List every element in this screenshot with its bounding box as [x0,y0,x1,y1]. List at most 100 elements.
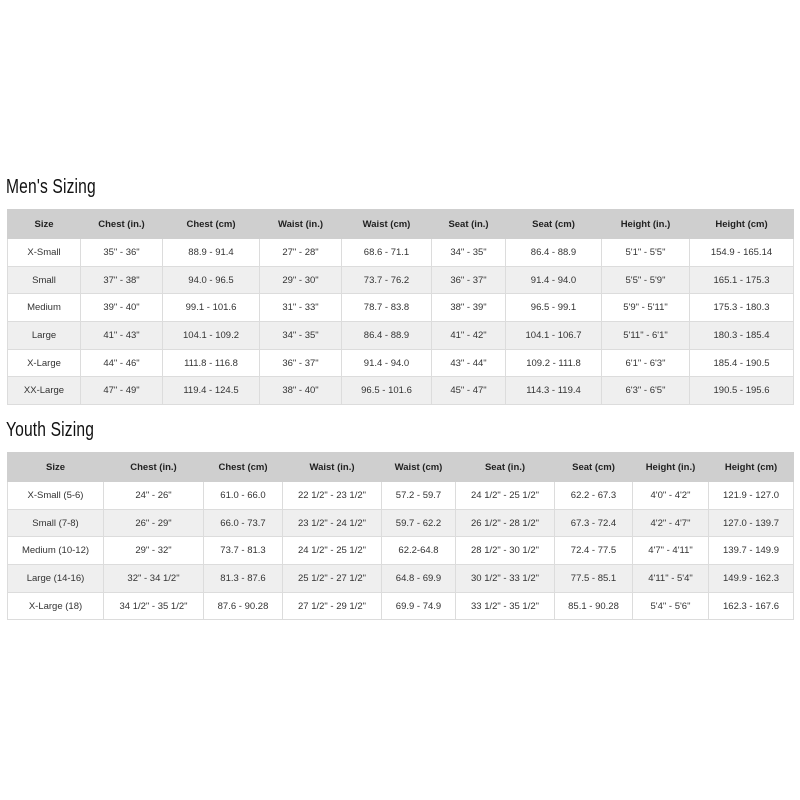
measurement-cell: 35" - 36" [80,238,163,267]
size-cell: Medium [7,293,81,323]
column-header: Size [7,452,104,482]
column-header: Waist (cm) [381,452,456,482]
table-row: Large (14-16) 32" - 34 1/2" 81.3 - 87.6 25 … [7,564,794,593]
column-header: Seat (cm) [554,452,633,482]
measurement-cell: 38" - 39" [431,293,506,323]
measurement-cell: 33 1/2" - 35 1/2" [455,591,555,621]
column-header: Chest (in.) [80,209,163,239]
column-header: Waist (in.) [259,209,342,239]
measurement-cell: 45" - 47" [431,376,506,406]
measurement-cell: 57.2 - 59.7 [381,481,456,510]
measurement-cell: 111.8 - 116.8 [162,348,260,378]
column-header: Seat (cm) [505,209,602,239]
measurement-cell: 32" - 34 1/2" [103,564,204,593]
measurement-cell: 149.9 - 162.3 [708,564,794,593]
measurement-cell: 119.4 - 124.5 [162,376,260,406]
measurement-cell: 66.0 - 73.7 [203,508,283,538]
measurement-cell: 154.9 - 165.14 [689,238,794,267]
table-row: Medium 39" - 40" 99.1 - 101.6 31" - 33" 78.7… [7,293,794,323]
measurement-cell: 180.3 - 185.4 [689,321,794,350]
measurement-cell: 91.4 - 94.0 [505,265,602,295]
column-header: Seat (in.) [431,209,506,239]
measurement-cell: 165.1 - 175.3 [689,265,794,295]
measurement-cell: 109.2 - 111.8 [505,348,602,378]
measurement-cell: 114.3 - 119.4 [505,376,602,406]
measurement-cell: 61.0 - 66.0 [203,481,283,510]
table-row: X-Small 35" - 36" 88.9 - 91.4 27" - 28" 68.6… [7,238,794,267]
measurement-cell: 62.2 - 67.3 [554,481,633,510]
size-cell: Large [7,321,81,350]
table-row: Small (7-8) 26" - 29" 66.0 - 73.7 23 1/2" -… [7,508,794,538]
measurement-cell: 36" - 37" [431,265,506,295]
column-header: Height (in.) [632,452,709,482]
measurement-cell: 94.0 - 96.5 [162,265,260,295]
measurement-cell: 185.4 - 190.5 [689,348,794,378]
measurement-cell: 62.2-64.8 [381,536,456,566]
column-header: Chest (in.) [103,452,204,482]
measurement-cell: 96.5 - 99.1 [505,293,602,323]
size-cell: Medium (10-12) [7,536,104,566]
measurement-cell: 127.0 - 139.7 [708,508,794,538]
size-cell: Small (7-8) [7,508,104,538]
measurement-cell: 26 1/2" - 28 1/2" [455,508,555,538]
measurement-cell: 78.7 - 83.8 [341,293,432,323]
measurement-cell: 43" - 44" [431,348,506,378]
column-header: Chest (cm) [162,209,260,239]
measurement-cell: 6'1" - 6'3" [601,348,690,378]
measurement-cell: 27 1/2" - 29 1/2" [282,591,382,621]
measurement-cell: 30 1/2" - 33 1/2" [455,564,555,593]
measurement-cell: 37" - 38" [80,265,163,295]
measurement-cell: 162.3 - 167.6 [708,591,794,621]
measurement-cell: 39" - 40" [80,293,163,323]
table-row: Small 37" - 38" 94.0 - 96.5 29" - 30" 73.7 -… [7,265,794,295]
measurement-cell: 139.7 - 149.9 [708,536,794,566]
column-header: Seat (in.) [455,452,555,482]
measurement-cell: 24" - 26" [103,481,204,510]
size-cell: Small [7,265,81,295]
size-cell: X-Small [7,238,81,267]
measurement-cell: 24 1/2" - 25 1/2" [455,481,555,510]
measurement-cell: 86.4 - 88.9 [505,238,602,267]
measurement-cell: 23 1/2" - 24 1/2" [282,508,382,538]
mens-sizing-title: Men's Sizing [6,176,96,198]
measurement-cell: 4'7" - 4'11" [632,536,709,566]
measurement-cell: 4'0" - 4'2" [632,481,709,510]
measurement-cell: 29" - 32" [103,536,204,566]
measurement-cell: 28 1/2" - 30 1/2" [455,536,555,566]
measurement-cell: 24 1/2" - 25 1/2" [282,536,382,566]
size-cell: X-Small (5-6) [7,481,104,510]
measurement-cell: 36" - 37" [259,348,342,378]
column-header: Waist (in.) [282,452,382,482]
measurement-cell: 25 1/2" - 27 1/2" [282,564,382,593]
measurement-cell: 104.1 - 106.7 [505,321,602,350]
measurement-cell: 5'5" - 5'9" [601,265,690,295]
column-header: Height (in.) [601,209,690,239]
measurement-cell: 85.1 - 90.28 [554,591,633,621]
measurement-cell: 86.4 - 88.9 [341,321,432,350]
measurement-cell: 64.8 - 69.9 [381,564,456,593]
column-header: Chest (cm) [203,452,283,482]
column-header: Height (cm) [708,452,794,482]
measurement-cell: 96.5 - 101.6 [341,376,432,406]
measurement-cell: 41" - 43" [80,321,163,350]
mens-sizing-table: Size Chest (in.) Chest (cm) Waist (in.) Wais… [7,209,794,406]
measurement-cell: 87.6 - 90.28 [203,591,283,621]
measurement-cell: 27" - 28" [259,238,342,267]
size-cell: Large (14-16) [7,564,104,593]
measurement-cell: 77.5 - 85.1 [554,564,633,593]
column-header: Height (cm) [689,209,794,239]
measurement-cell: 34" - 35" [259,321,342,350]
measurement-cell: 4'11" - 5'4" [632,564,709,593]
youth-sizing-title: Youth Sizing [6,419,95,441]
measurement-cell: 99.1 - 101.6 [162,293,260,323]
size-cell: X-Large [7,348,81,378]
measurement-cell: 121.9 - 127.0 [708,481,794,510]
measurement-cell: 29" - 30" [259,265,342,295]
table-row: Large 41" - 43" 104.1 - 109.2 34" - 35" 86.4… [7,321,794,350]
measurement-cell: 47" - 49" [80,376,163,406]
measurement-cell: 68.6 - 71.1 [341,238,432,267]
measurement-cell: 31" - 33" [259,293,342,323]
measurement-cell: 5'9" - 5'11" [601,293,690,323]
column-header: Size [7,209,81,239]
measurement-cell: 26" - 29" [103,508,204,538]
